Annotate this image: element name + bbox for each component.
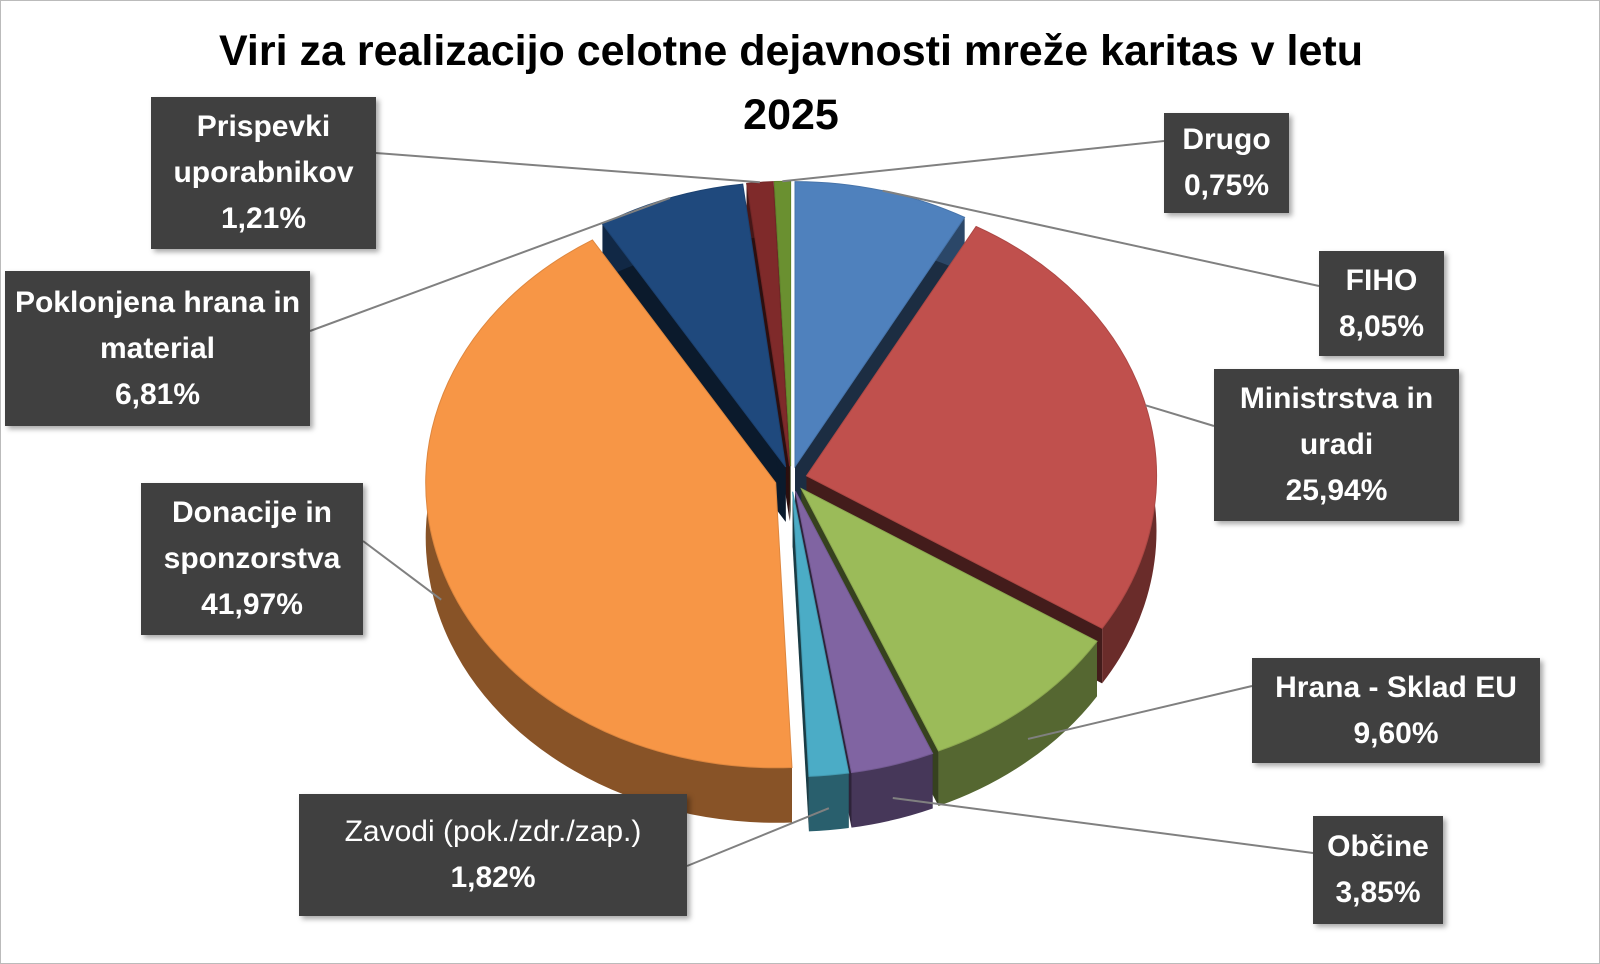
category-label: Poklonjena hrana in material (14, 285, 301, 365)
value-label: 8,05% (1338, 309, 1425, 343)
slice-side (938, 641, 1097, 806)
leader-line (1145, 404, 1215, 427)
slice-top (794, 181, 966, 469)
data-label: Občine 3,85% (1313, 816, 1443, 924)
leader-line (686, 807, 830, 867)
value-label: 0,75% (1183, 169, 1270, 202)
category-label: Občine (1327, 830, 1429, 863)
leader-line (892, 797, 1314, 854)
slice (425, 239, 793, 823)
slice-top (746, 181, 791, 467)
slice-side (808, 773, 849, 832)
leader-line (375, 152, 760, 184)
slice-top (805, 225, 1157, 630)
data-label: Zavodi (pok./zdr./zap.) 1,82% (299, 794, 687, 916)
value-label: 9,60% (1353, 716, 1439, 750)
slice (792, 491, 850, 832)
value-label: 1,21% (220, 202, 307, 235)
data-label: Hrana - Sklad EU 9,60% (1252, 658, 1540, 763)
category-label: Prispevki uporabnikov (173, 110, 354, 189)
data-label: Drugo 0,75% (1164, 113, 1289, 213)
slice-top (792, 491, 850, 777)
slice-top (425, 239, 793, 769)
category-label: Zavodi (pok./zdr./zap.) (344, 815, 642, 848)
category-label: FIHO (1345, 263, 1418, 297)
value-label: 1,82% (450, 861, 536, 894)
leader-line (882, 189, 1320, 287)
value-label: 41,97% (201, 588, 303, 621)
value-label: 6,81% (114, 377, 201, 411)
leader-line (362, 540, 442, 601)
category-label: Drugo (1182, 123, 1271, 156)
data-label: FIHO 8,05% (1319, 251, 1444, 356)
category-label: Hrana - Sklad EU (1275, 670, 1517, 704)
data-label: Ministrstva in uradi 25,94% (1214, 369, 1459, 521)
value-label: 25,94% (1285, 474, 1388, 507)
slice-top (794, 491, 934, 774)
chart-title: Viri za realizacijo celotne dejavnosti m… (219, 27, 1363, 139)
data-label: Prispevki uporabnikov 1,21% (151, 97, 376, 249)
slice-side (792, 491, 809, 832)
slice-top (800, 487, 1098, 752)
leader-line (309, 197, 671, 332)
value-label: 3,85% (1335, 876, 1421, 909)
category-label: Donacije in sponzorstva (163, 496, 341, 575)
slice-side (425, 239, 792, 823)
category-label: Ministrstva in uradi (1239, 382, 1434, 461)
data-label: Poklonjena hrana in material 6,81% (5, 271, 310, 426)
slice-side (851, 753, 933, 828)
leader-line (1027, 685, 1253, 740)
data-label: Donacije in sponzorstva 41,97% (141, 483, 363, 635)
leader-line (782, 140, 1165, 183)
